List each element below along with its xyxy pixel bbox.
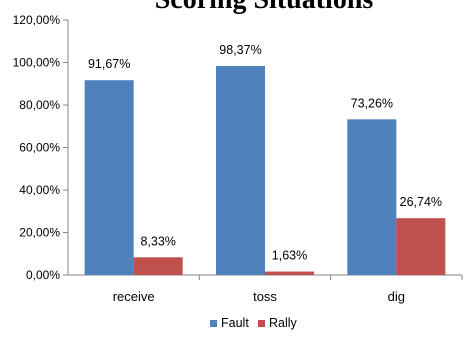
- legend-swatch-fault: [210, 320, 217, 327]
- data-label: 73,26%: [351, 96, 393, 110]
- legend-label-fault: Fault: [221, 316, 249, 330]
- legend-label-rally: Rally: [269, 316, 298, 330]
- bar-rally-receive: [133, 257, 183, 275]
- data-label: 26,74%: [400, 195, 442, 209]
- bar-fault-toss: [216, 65, 265, 276]
- data-label: 8,33%: [140, 234, 175, 248]
- y-tick-label: 100,00%: [13, 56, 61, 70]
- y-tick-label: 60,00%: [19, 141, 60, 155]
- bar-rally-dig: [396, 218, 446, 275]
- x-tick-label: dig: [388, 289, 405, 304]
- x-tick-label: receive: [113, 289, 155, 304]
- y-tick-label: 80,00%: [19, 98, 60, 112]
- x-tick-label: toss: [253, 289, 277, 304]
- legend-swatch-rally: [258, 320, 265, 327]
- data-label: 1,63%: [272, 249, 307, 263]
- y-tick-label: 40,00%: [19, 183, 60, 197]
- chart-title: Scoring Situations: [155, 0, 374, 15]
- data-label: 98,37%: [219, 43, 261, 57]
- y-tick-label: 120,00%: [13, 13, 61, 27]
- y-tick-label: 20,00%: [19, 226, 60, 240]
- data-label: 91,67%: [88, 57, 130, 71]
- bar-rally-toss: [265, 271, 314, 275]
- bar-fault-receive: [84, 80, 134, 275]
- bar-fault-dig: [347, 119, 397, 275]
- y-tick-label: 0,00%: [26, 268, 60, 282]
